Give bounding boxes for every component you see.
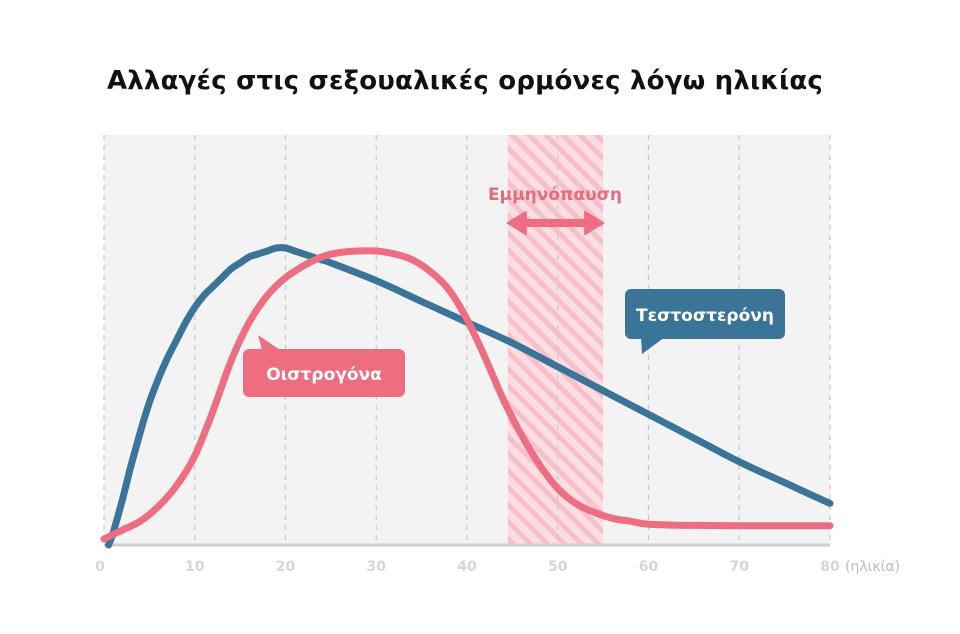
testosterone-bubble: Τεστοστερόνη: [625, 289, 785, 354]
menopause-arrow: [506, 211, 605, 235]
estrogen-label: Οιστρογόνα: [266, 365, 382, 385]
x-tick-label: 30: [367, 559, 387, 575]
menopause-label: Εμμηνόπαυση: [488, 185, 622, 205]
menopause-arrow-left-head: [506, 211, 527, 235]
x-tick-label: 20: [276, 559, 296, 575]
menopause-arrow-right-head: [584, 211, 605, 235]
chart-title: Αλλαγές στις σεξουαλικές ορμόνες λόγω ηλ…: [106, 66, 824, 96]
estrogen-line: [100, 247, 834, 543]
x-tick-label: 50: [548, 559, 568, 575]
x-tick-label: 60: [639, 559, 659, 575]
testosterone-line: [105, 244, 834, 549]
x-axis-unit: (ηλικία): [845, 559, 900, 575]
menopause-band: [507, 135, 604, 545]
testosterone-label: Τεστοστερόνη: [636, 306, 774, 326]
x-tick-label: 70: [730, 559, 750, 575]
x-tick-label: 10: [185, 559, 205, 575]
x-tick-label: 40: [457, 559, 477, 575]
estrogen-bubble: Οιστρογόνα: [243, 335, 405, 397]
x-tick-label: 0: [95, 559, 105, 575]
x-tick-label: 80: [820, 559, 840, 575]
